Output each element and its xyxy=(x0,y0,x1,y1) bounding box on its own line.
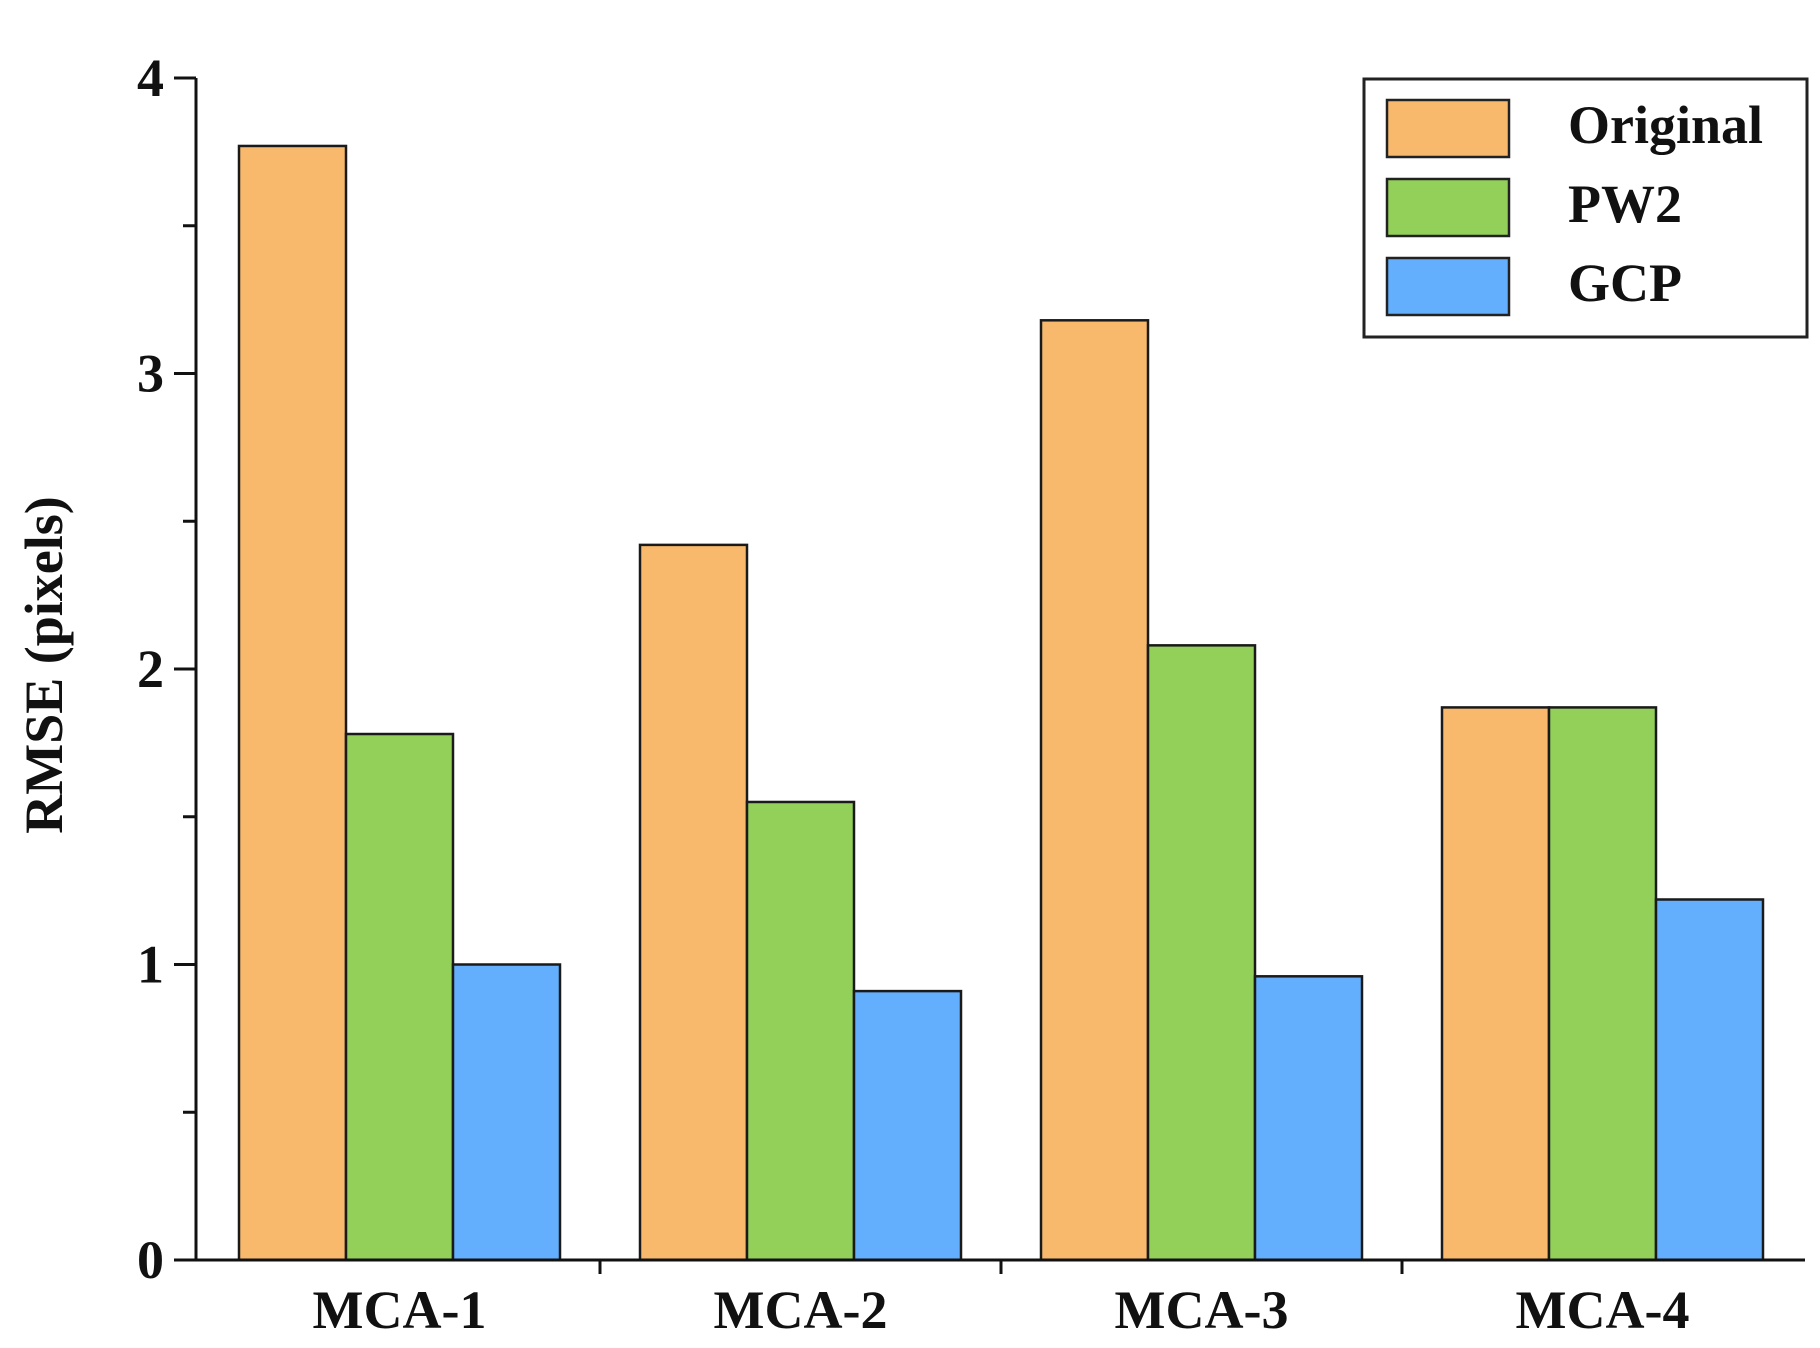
bar-pw2-mca-4 xyxy=(1547,706,1658,1262)
x-category-label: MCA-1 xyxy=(313,1280,487,1340)
legend-label-original: Original xyxy=(1568,95,1763,155)
bar-original-mca-2 xyxy=(638,543,749,1262)
bar-original-mca-1 xyxy=(237,144,348,1262)
labels-layer: 0 1 2 3 4 MCA-1 MCA-2 MCA-3 MCA-4 xyxy=(137,48,1689,1340)
y-tick-label: 0 xyxy=(137,1230,164,1290)
legend-label-gcp: GCP xyxy=(1568,253,1682,313)
bar-pw2-mca-3 xyxy=(1146,644,1257,1262)
y-tick-label: 1 xyxy=(137,935,164,995)
legend-swatch-gcp xyxy=(1385,256,1511,317)
x-category-label: MCA-4 xyxy=(1516,1280,1690,1340)
x-category-label: MCA-3 xyxy=(1115,1280,1289,1340)
bar-gcp-mca-4 xyxy=(1654,898,1765,1262)
legend: Original PW2 GCP xyxy=(1362,77,1809,339)
axes-layer xyxy=(174,76,1805,1274)
y-axis-title: RMSE (pixels) xyxy=(14,496,74,834)
y-tick-label: 2 xyxy=(137,639,164,699)
bar-gcp-mca-3 xyxy=(1253,975,1364,1262)
bar-original-mca-4 xyxy=(1440,706,1551,1262)
legend-label-pw2: PW2 xyxy=(1568,174,1682,234)
bar-pw2-mca-1 xyxy=(344,732,455,1262)
bar-original-mca-3 xyxy=(1039,319,1150,1262)
bar-pw2-mca-2 xyxy=(745,800,856,1262)
y-tick-label: 4 xyxy=(137,48,164,108)
legend-swatch-pw2 xyxy=(1385,177,1511,238)
bar-gcp-mca-1 xyxy=(451,963,562,1262)
y-tick-label: 3 xyxy=(137,344,164,404)
legend-swatch-original xyxy=(1385,98,1511,159)
x-category-label: MCA-2 xyxy=(714,1280,888,1340)
bar-gcp-mca-2 xyxy=(852,989,963,1262)
bars-layer xyxy=(237,144,1765,1262)
